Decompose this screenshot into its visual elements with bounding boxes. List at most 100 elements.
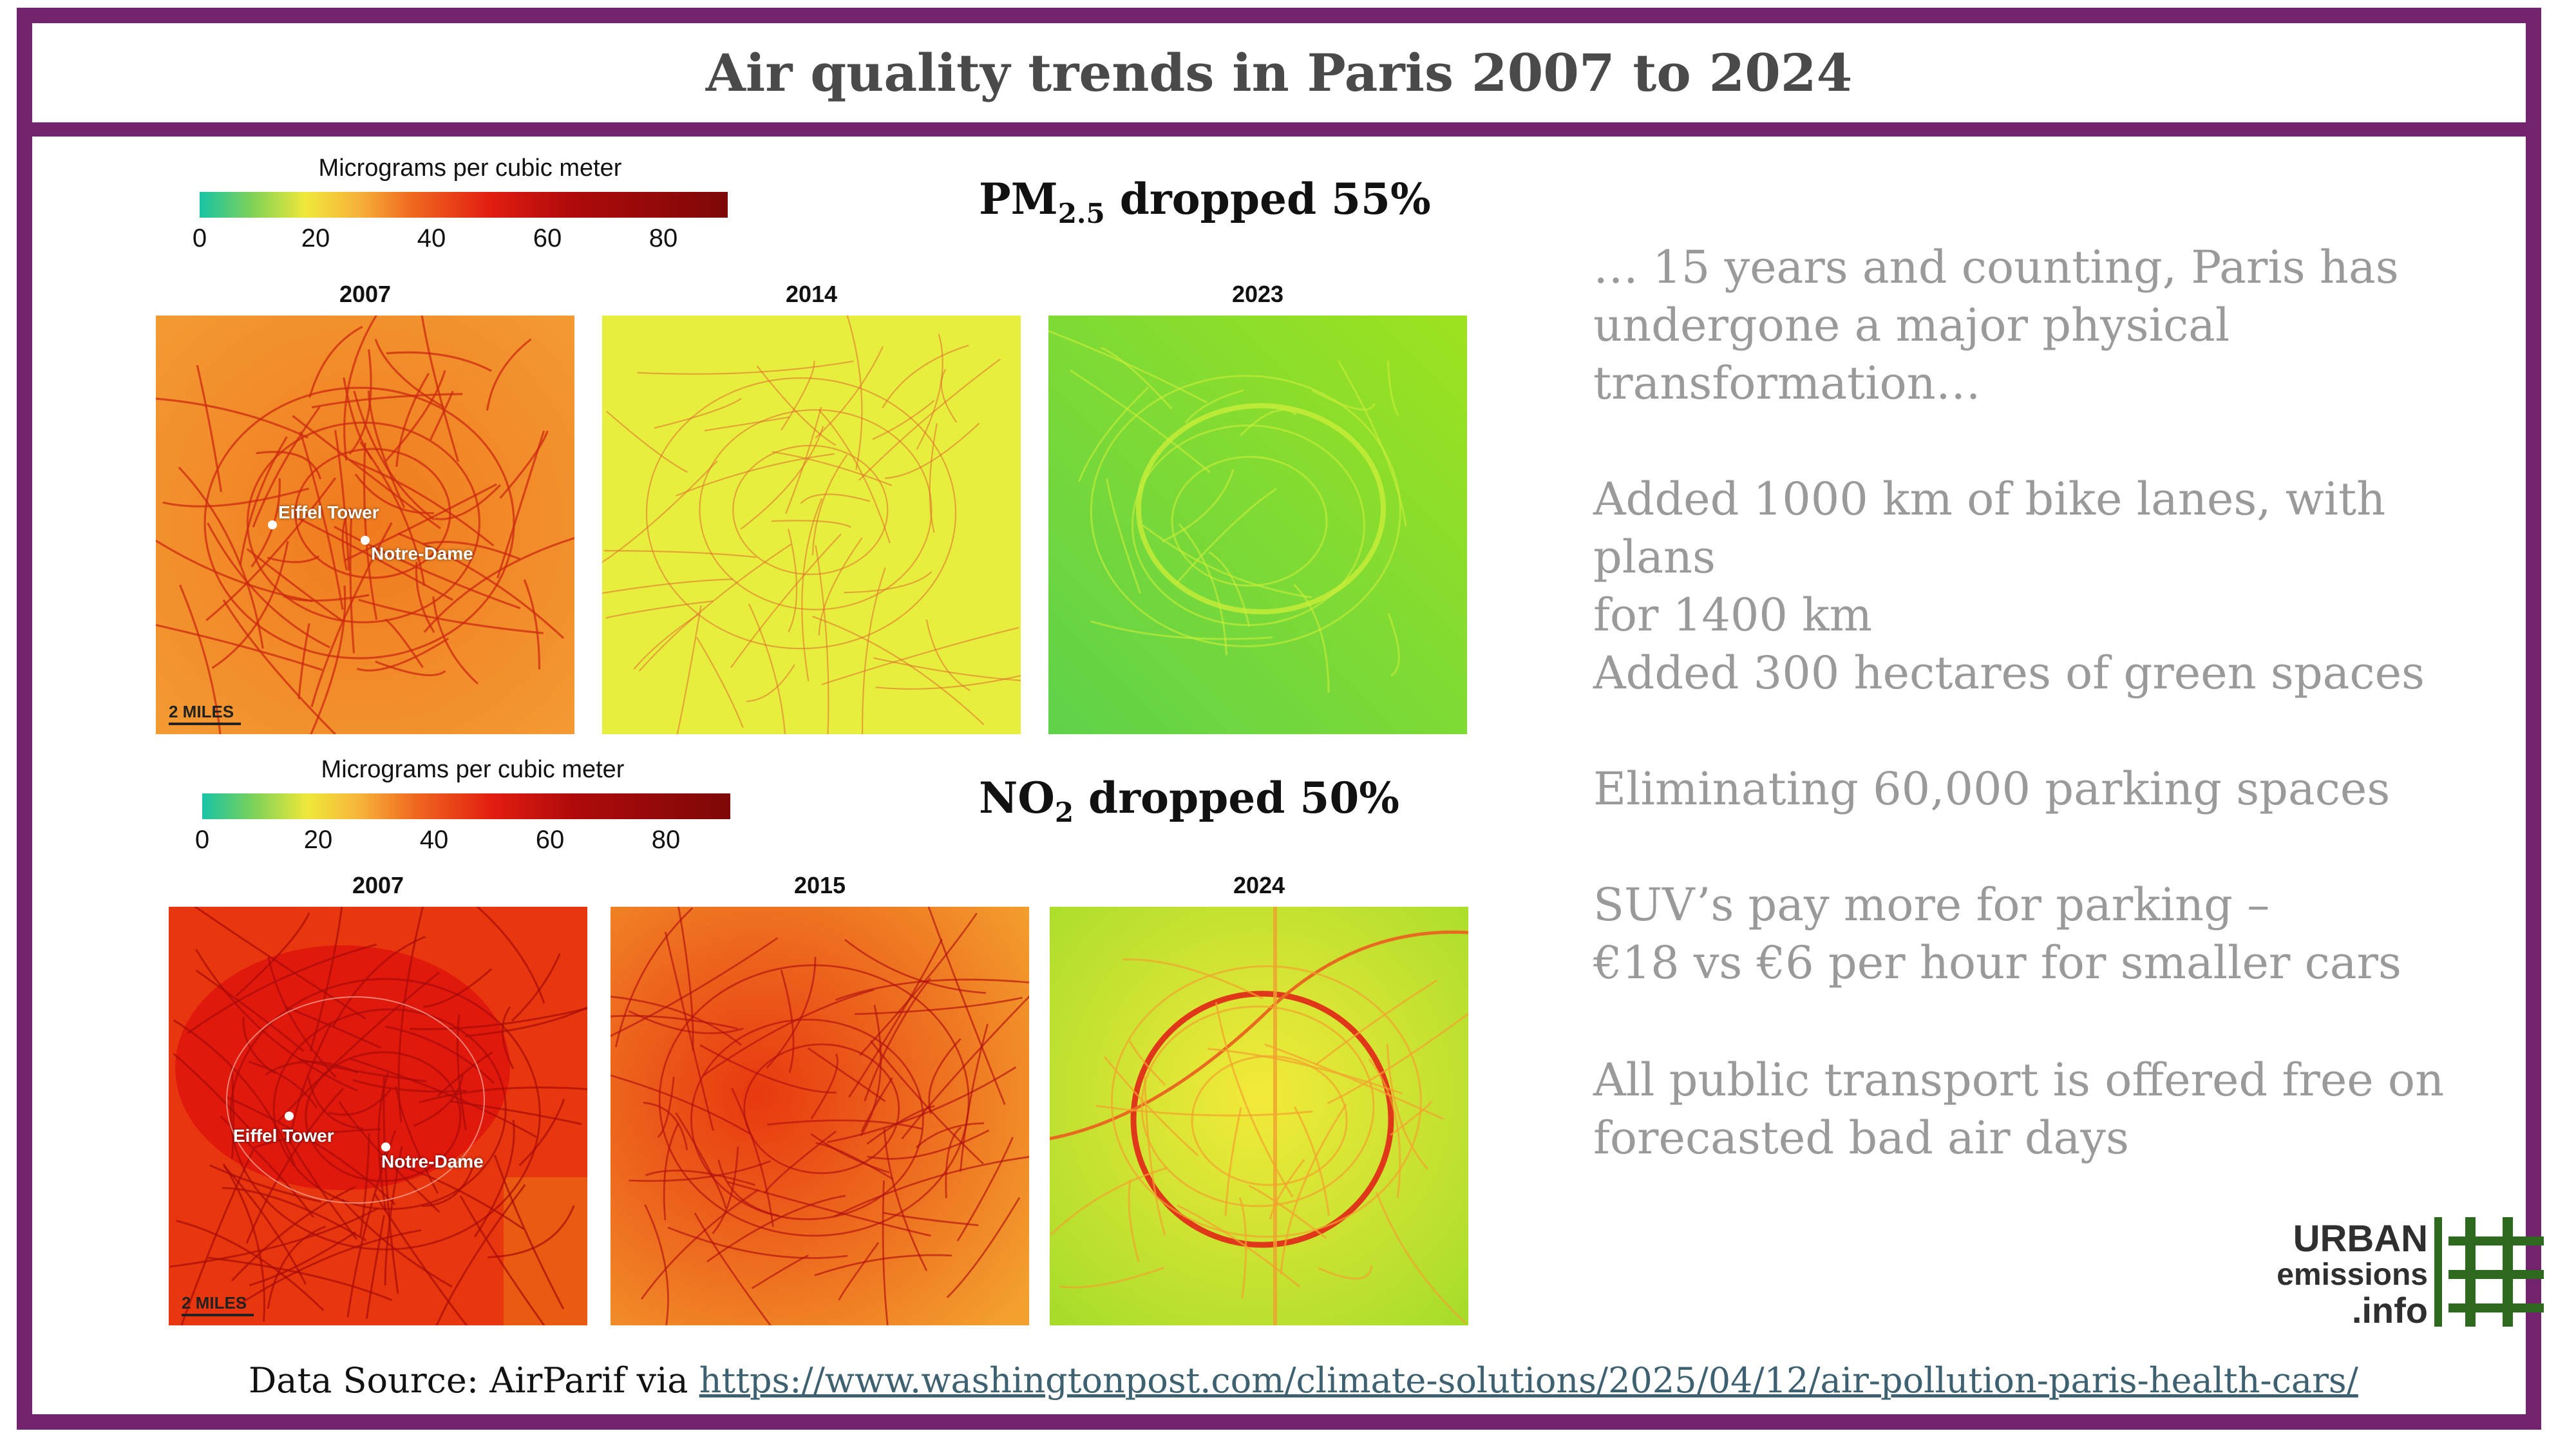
road-line xyxy=(419,1086,587,1104)
road-line xyxy=(298,623,310,699)
year-label: 2024 xyxy=(1233,872,1285,898)
road-line xyxy=(858,358,1001,481)
bullet-text: … 15 years and counting, Paris has under… xyxy=(1593,241,2399,410)
road-line xyxy=(226,1096,396,1206)
road-line xyxy=(344,483,497,562)
notre-dame-label: Notre-Dame xyxy=(381,1151,484,1171)
road-line xyxy=(882,345,969,408)
road-line xyxy=(473,1120,515,1238)
road-line xyxy=(222,599,336,734)
road-line xyxy=(307,1077,364,1130)
road-line xyxy=(156,397,308,439)
road-line xyxy=(1387,360,1399,417)
ring-road xyxy=(645,377,957,650)
road-line xyxy=(767,1119,923,1130)
road-line xyxy=(179,584,222,734)
road-line xyxy=(810,1133,890,1174)
road-line xyxy=(915,1122,985,1148)
bullet-text: Added 300 hectares of green spaces xyxy=(1593,647,2425,699)
road-line xyxy=(222,1163,265,1322)
road-line xyxy=(385,1025,495,1084)
road-line xyxy=(1184,389,1244,424)
road-line xyxy=(771,520,851,528)
road-line xyxy=(375,660,446,677)
road-line xyxy=(488,1205,575,1258)
road-line xyxy=(663,1122,679,1220)
road-line xyxy=(740,426,824,530)
road-line xyxy=(395,1086,439,1194)
road-line xyxy=(611,996,742,1046)
road-line xyxy=(810,1054,838,1119)
bullet-text: Eliminating 60,000 parking spaces xyxy=(1593,762,2391,815)
ring-road xyxy=(1171,455,1328,587)
road-line xyxy=(231,1186,356,1282)
scale-label: 2 MILES xyxy=(169,702,234,721)
colorbar-tick: 40 xyxy=(417,224,446,252)
road-line xyxy=(815,346,884,439)
road-line xyxy=(308,325,363,398)
road-line xyxy=(410,1007,587,1030)
road-line xyxy=(1128,1040,1166,1086)
road-line xyxy=(818,409,891,544)
road-line xyxy=(1175,488,1277,584)
road-line xyxy=(883,1211,979,1226)
road-line xyxy=(614,907,694,1048)
road-line xyxy=(1090,620,1273,640)
road-line xyxy=(814,1254,952,1276)
road-line xyxy=(265,1061,359,1075)
road-line xyxy=(162,487,310,507)
heading-main: NO xyxy=(979,773,1055,823)
road-line xyxy=(278,971,440,1122)
road-line xyxy=(267,956,337,1078)
road-line xyxy=(289,1023,332,1144)
road-line xyxy=(927,907,1006,1105)
road-line xyxy=(867,1129,990,1160)
map-no2-2024 xyxy=(1050,907,1468,1325)
road-line xyxy=(169,1207,379,1268)
road-line xyxy=(869,1040,984,1165)
road-line xyxy=(223,1166,307,1285)
road-line xyxy=(611,937,779,1037)
road-line xyxy=(602,578,734,594)
road-line xyxy=(437,1051,493,1097)
road-line xyxy=(292,415,441,529)
colorbar-gradient xyxy=(200,192,728,218)
year-label: 2014 xyxy=(785,281,838,307)
colorbar-tick: 20 xyxy=(301,224,330,252)
road-line xyxy=(1269,1159,1305,1220)
road-line xyxy=(1376,1191,1467,1324)
road-line xyxy=(1311,389,1376,411)
title-bar: Air quality trends in Paris 2007 to 2024 xyxy=(32,23,2526,137)
road-line xyxy=(332,936,426,1028)
heading-subscript: 2 xyxy=(1054,797,1074,829)
road-line xyxy=(1264,1043,1444,1121)
road-line xyxy=(882,1180,889,1325)
road-line xyxy=(464,1006,587,1037)
road-line xyxy=(780,969,795,1073)
road-line xyxy=(772,451,893,486)
ring-road xyxy=(1141,1005,1375,1208)
source-link[interactable]: https://www.washingtonpost.com/climate-s… xyxy=(699,1360,2358,1401)
road-line xyxy=(1318,1265,1373,1280)
road-line xyxy=(352,1079,467,1093)
road-line xyxy=(374,339,445,408)
heading-rest: dropped 50% xyxy=(1074,773,1399,823)
road-line xyxy=(195,969,305,1052)
eiffel-marker xyxy=(285,1112,294,1121)
road-line xyxy=(873,657,1021,681)
road-line xyxy=(343,316,377,461)
road-line xyxy=(338,1101,440,1213)
road-line xyxy=(359,441,426,586)
road-line xyxy=(637,360,854,375)
road-line xyxy=(834,1156,1029,1217)
notre-dame-marker xyxy=(361,536,370,545)
logo-line-urban: URBAN xyxy=(2293,1218,2428,1260)
road-line xyxy=(1077,386,1150,482)
road-line xyxy=(611,1074,751,1135)
no2-colorbar: Micrograms per cubic meter 0 20 40 60 80 xyxy=(195,756,750,859)
colorbar-title: Micrograms per cubic meter xyxy=(318,155,622,182)
road-line xyxy=(205,477,337,621)
road-line xyxy=(675,1112,727,1209)
road-line xyxy=(864,978,931,1102)
road-line xyxy=(702,989,875,1077)
